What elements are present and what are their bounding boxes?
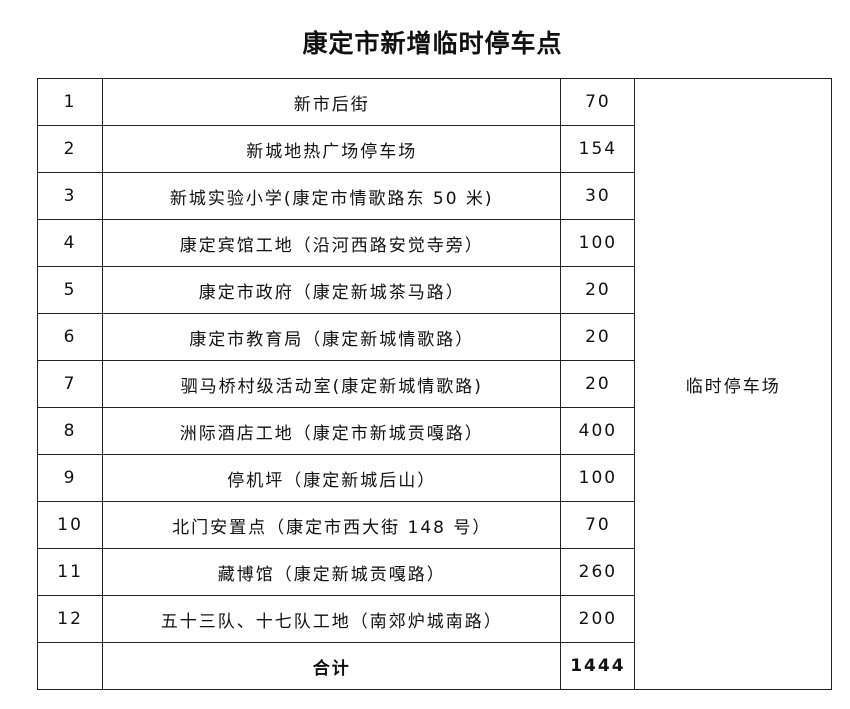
parking-count: 20 — [560, 360, 636, 408]
total-count: 1444 — [560, 642, 636, 690]
table-row: 9 停机坪（康定新城后山） 100 — [36, 454, 832, 502]
row-number: 7 — [36, 360, 104, 408]
location-name: 北门安置点（康定市西大街 148 号） — [102, 501, 562, 549]
location-name: 康定市政府（康定新城茶马路） — [102, 266, 562, 314]
parking-count: 70 — [560, 501, 636, 549]
parking-count: 30 — [560, 172, 636, 220]
location-name: 停机坪（康定新城后山） — [102, 454, 562, 502]
table-row: 11 藏博馆（康定新城贡嘎路） 260 — [36, 548, 832, 596]
row-number: 3 — [36, 172, 104, 220]
table-row: 3 新城实验小学(康定市情歌路东 50 米) 30 — [36, 172, 832, 220]
table-row: 12 五十三队、十七队工地（南郊炉城南路） 200 — [36, 595, 832, 643]
total-row: 合计 1444 — [36, 642, 832, 690]
parking-count: 100 — [560, 454, 636, 502]
page-title: 康定市新增临时停车点 — [302, 29, 563, 58]
row-number: 8 — [36, 407, 104, 455]
total-number-cell — [36, 642, 104, 690]
location-name: 康定市教育局（康定新城情歌路） — [102, 313, 562, 361]
parking-count: 200 — [560, 595, 636, 643]
table-row: 6 康定市教育局（康定新城情歌路） 20 — [36, 313, 832, 361]
table-row: 1 新市后街 70 临时停车场 — [36, 78, 832, 690]
row-number: 2 — [36, 125, 104, 173]
location-name: 新城地热广场停车场 — [102, 125, 562, 173]
location-name: 五十三队、十七队工地（南郊炉城南路） — [102, 595, 562, 643]
parking-table: 1 新市后街 70 临时停车场 2 新城地热广场停车场 154 3 新城实验小学(康定… — [36, 78, 832, 690]
parking-count: 20 — [560, 313, 636, 361]
location-name: 新城实验小学(康定市情歌路东 50 米) — [102, 172, 562, 220]
row-number: 1 — [36, 78, 104, 126]
parking-count: 260 — [560, 548, 636, 596]
parking-count: 400 — [560, 407, 636, 455]
parking-count: 154 — [560, 125, 636, 173]
row-number: 11 — [36, 548, 104, 596]
total-label: 合计 — [102, 642, 562, 690]
location-name: 康定宾馆工地（沿河西路安觉寺旁） — [102, 219, 562, 267]
location-name: 驷马桥村级活动室(康定新城情歌路) — [102, 360, 562, 408]
parking-count: 100 — [560, 219, 636, 267]
parking-type: 临时停车场 — [634, 78, 832, 690]
row-number: 10 — [36, 501, 104, 549]
parking-count: 20 — [560, 266, 636, 314]
location-name: 藏博馆（康定新城贡嘎路） — [102, 548, 562, 596]
table-row: 5 康定市政府（康定新城茶马路） 20 — [36, 266, 832, 314]
row-number: 5 — [36, 266, 104, 314]
parking-count: 70 — [560, 78, 636, 126]
row-number: 6 — [36, 313, 104, 361]
location-name: 新市后街 — [102, 78, 562, 126]
row-number: 12 — [36, 595, 104, 643]
row-number: 9 — [36, 454, 104, 502]
row-number: 4 — [36, 219, 104, 267]
table-row: 10 北门安置点（康定市西大街 148 号） 70 — [36, 501, 832, 549]
table-row: 8 洲际酒店工地（康定市新城贡嘎路） 400 — [36, 407, 832, 455]
location-name: 洲际酒店工地（康定市新城贡嘎路） — [102, 407, 562, 455]
